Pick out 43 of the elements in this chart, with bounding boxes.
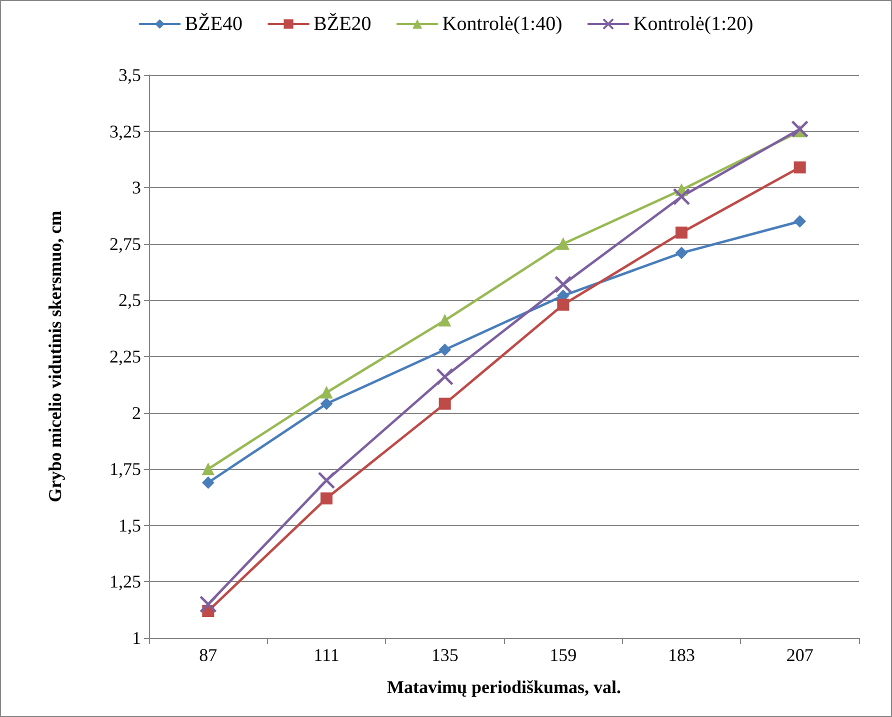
point xyxy=(320,398,332,410)
x-axis-title: Matavimų periodiškumas, val. xyxy=(386,677,622,697)
y-tick-label: 2,75 xyxy=(110,234,141,254)
y-axis-title: Grybo micelio vidutinis skersmuo, cm xyxy=(45,210,65,502)
legend-label: Kontrolė(1:40) xyxy=(442,13,562,35)
point xyxy=(557,298,570,311)
point xyxy=(320,386,332,399)
legend-label: Kontrolė(1:20) xyxy=(633,13,754,35)
point xyxy=(199,595,217,613)
point xyxy=(438,344,451,356)
point xyxy=(557,238,570,250)
point xyxy=(676,226,688,239)
point xyxy=(438,314,451,326)
y-tick-label: 1,5 xyxy=(118,515,141,536)
y-tick-label: 1 xyxy=(132,628,141,648)
x-tick-label: 183 xyxy=(668,645,695,665)
x-tick-label: 159 xyxy=(550,645,577,665)
point xyxy=(318,472,336,490)
point xyxy=(202,463,214,476)
x-tick-label: 111 xyxy=(314,645,340,665)
legend-label: BŽE40 xyxy=(184,12,243,35)
x-tick-label: 135 xyxy=(431,645,458,665)
point xyxy=(436,368,454,386)
point xyxy=(676,246,688,259)
y-tick-label: 2 xyxy=(132,402,141,423)
point xyxy=(202,476,214,489)
y-tick-label: 1,75 xyxy=(110,459,141,480)
point xyxy=(438,398,451,410)
x-tick-label: 87 xyxy=(199,645,218,665)
y-tick-label: 2,25 xyxy=(110,346,141,366)
y-tick-label: 1,25 xyxy=(110,572,141,592)
legend-label: BŽE20 xyxy=(314,12,372,35)
y-tick-label: 3,5 xyxy=(118,65,141,85)
y-tick-label: 2,5 xyxy=(118,290,141,310)
point xyxy=(791,120,809,138)
x-tick-label: 207 xyxy=(786,645,814,665)
y-tick-label: 3 xyxy=(132,178,141,198)
point xyxy=(320,492,332,504)
point xyxy=(554,276,572,294)
point xyxy=(794,161,806,174)
point xyxy=(672,188,690,206)
point xyxy=(794,215,806,228)
y-tick-label: 3,25 xyxy=(110,121,141,142)
